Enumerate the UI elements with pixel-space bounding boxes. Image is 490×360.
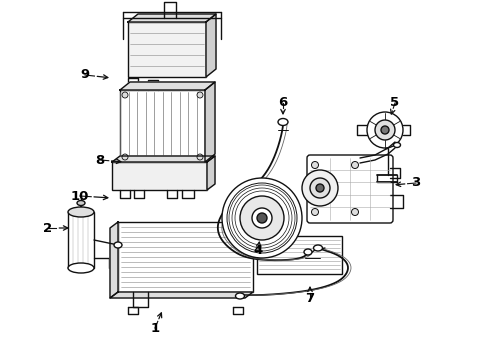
Ellipse shape bbox=[393, 143, 400, 148]
Polygon shape bbox=[207, 156, 215, 190]
Polygon shape bbox=[206, 14, 216, 77]
Text: 9: 9 bbox=[80, 68, 90, 81]
Circle shape bbox=[312, 208, 318, 216]
Circle shape bbox=[240, 196, 284, 240]
Circle shape bbox=[197, 92, 203, 98]
Circle shape bbox=[367, 112, 403, 148]
Ellipse shape bbox=[68, 263, 94, 273]
Text: 6: 6 bbox=[278, 96, 288, 109]
Text: 3: 3 bbox=[412, 176, 420, 189]
Ellipse shape bbox=[278, 118, 288, 126]
Circle shape bbox=[227, 183, 297, 253]
Circle shape bbox=[316, 184, 324, 192]
Bar bbox=[118, 222, 253, 292]
Ellipse shape bbox=[314, 245, 322, 251]
Circle shape bbox=[122, 92, 128, 98]
Polygon shape bbox=[205, 82, 215, 162]
Circle shape bbox=[351, 208, 359, 216]
Text: 1: 1 bbox=[150, 321, 160, 334]
Bar bbox=[112, 162, 207, 190]
Circle shape bbox=[351, 162, 359, 168]
Text: 10: 10 bbox=[71, 189, 89, 202]
Ellipse shape bbox=[68, 207, 94, 217]
Bar bbox=[68, 212, 94, 268]
Text: 4: 4 bbox=[253, 243, 263, 256]
Polygon shape bbox=[110, 222, 118, 298]
Ellipse shape bbox=[236, 293, 245, 299]
Polygon shape bbox=[110, 292, 253, 298]
Circle shape bbox=[197, 154, 203, 160]
Polygon shape bbox=[112, 156, 215, 162]
Text: 2: 2 bbox=[44, 221, 52, 234]
Text: 5: 5 bbox=[391, 96, 399, 109]
Bar bbox=[257, 236, 342, 274]
Ellipse shape bbox=[304, 249, 312, 255]
Circle shape bbox=[257, 213, 267, 223]
Circle shape bbox=[252, 208, 272, 228]
Circle shape bbox=[222, 178, 302, 258]
Circle shape bbox=[375, 120, 395, 140]
Bar bbox=[120, 90, 205, 162]
Circle shape bbox=[310, 178, 330, 198]
Circle shape bbox=[381, 126, 389, 134]
Polygon shape bbox=[120, 82, 215, 90]
Ellipse shape bbox=[77, 201, 85, 206]
Text: 8: 8 bbox=[96, 153, 105, 166]
Text: 7: 7 bbox=[305, 292, 315, 305]
Circle shape bbox=[312, 162, 318, 168]
Bar bbox=[128, 22, 206, 77]
Circle shape bbox=[302, 170, 338, 206]
FancyBboxPatch shape bbox=[307, 155, 393, 223]
Polygon shape bbox=[128, 14, 216, 22]
Ellipse shape bbox=[114, 242, 122, 248]
Circle shape bbox=[122, 154, 128, 160]
